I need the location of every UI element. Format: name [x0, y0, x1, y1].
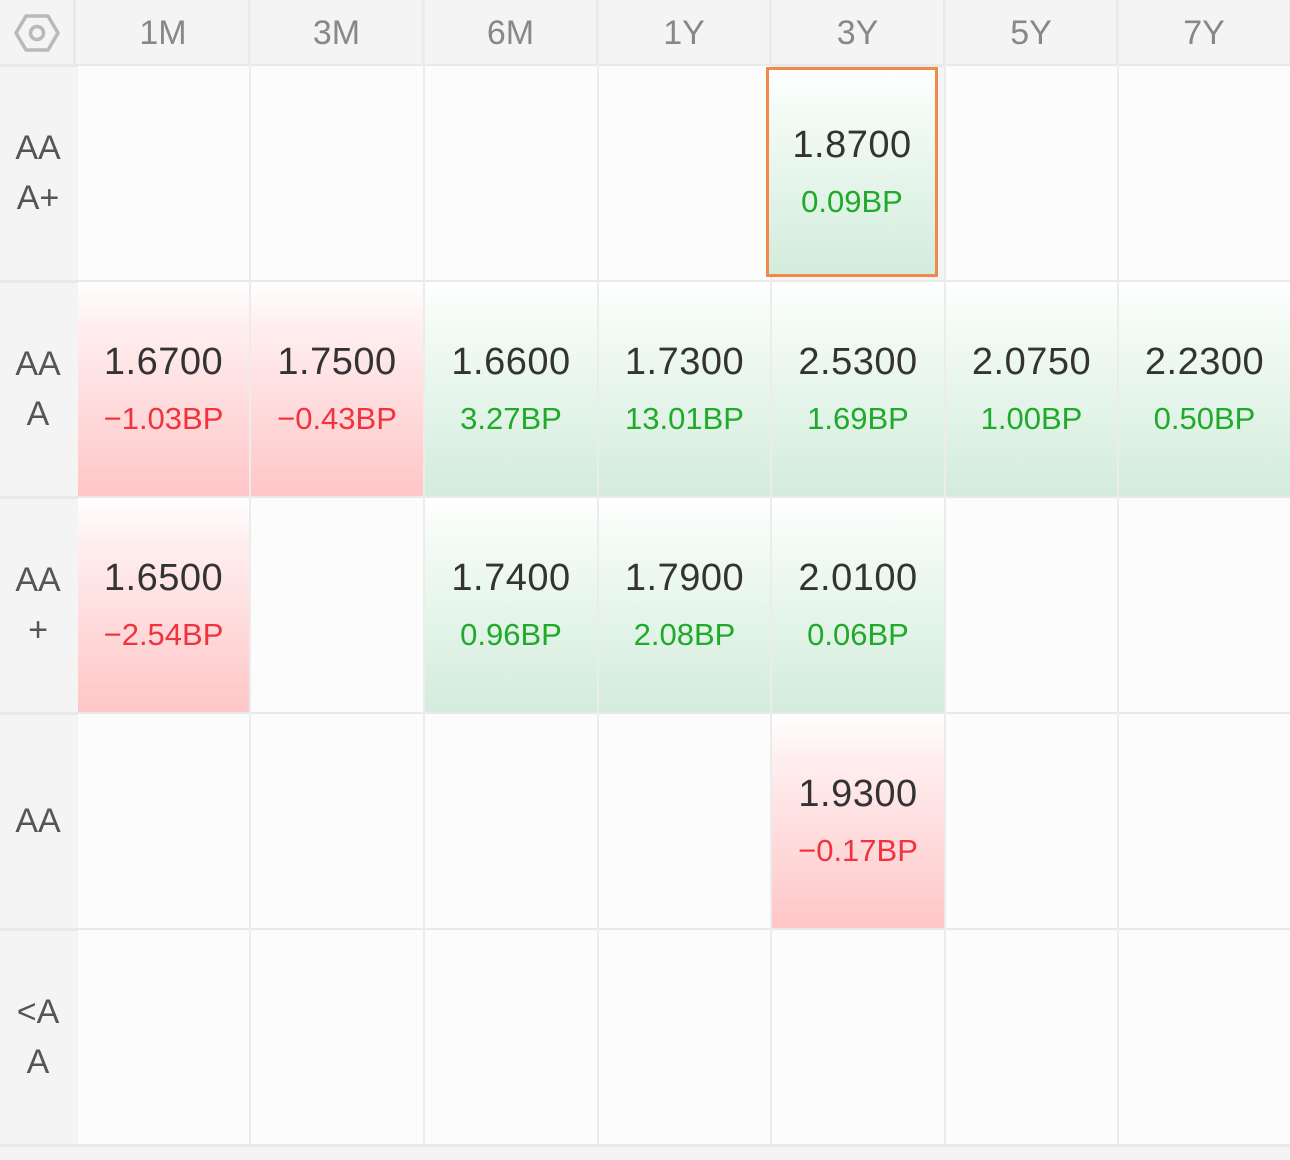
rate-change: 1.00BP — [980, 401, 1083, 436]
rate-change: 0.09BP — [801, 184, 903, 219]
rate-value: 1.8700 — [792, 124, 912, 166]
column-header-1m[interactable]: 1M — [78, 0, 251, 66]
rate-cell[interactable]: 1.9300 −0.17BP — [772, 714, 944, 928]
row-label[interactable]: AA A — [0, 283, 76, 495]
empty-cell[interactable] — [946, 930, 1117, 1144]
empty-cell[interactable] — [251, 714, 423, 928]
rate-cell[interactable]: 2.0750 1.00BP — [946, 282, 1117, 496]
rate-value: 2.0100 — [798, 557, 918, 599]
empty-cell[interactable] — [78, 714, 249, 928]
row-divider — [0, 64, 1290, 67]
empty-cell[interactable] — [251, 498, 423, 712]
rate-change: −0.17BP — [798, 833, 918, 868]
rate-value: 1.6700 — [103, 341, 224, 383]
column-header-7y[interactable]: 7Y — [1119, 0, 1290, 66]
empty-cell[interactable] — [599, 66, 770, 280]
row-label[interactable]: AA + — [0, 499, 76, 711]
row-label[interactable]: AA A+ — [0, 67, 76, 279]
settings-icon[interactable] — [0, 0, 76, 66]
rate-value: 1.7400 — [451, 557, 571, 599]
empty-cell[interactable] — [251, 66, 423, 280]
rate-value: 1.6600 — [451, 341, 571, 383]
rate-value: 1.9300 — [798, 773, 918, 815]
row-label[interactable]: AA — [0, 715, 76, 927]
rate-value: 1.7900 — [624, 557, 745, 599]
rate-cell[interactable]: 1.6500 −2.54BP — [78, 498, 249, 712]
empty-cell[interactable] — [425, 714, 597, 928]
row-divider — [0, 928, 1290, 931]
rate-cell[interactable]: 1.6600 3.27BP — [425, 282, 597, 496]
column-header-5y[interactable]: 5Y — [946, 0, 1119, 66]
empty-cell[interactable] — [946, 714, 1117, 928]
empty-cell[interactable] — [946, 66, 1117, 280]
column-header-6m[interactable]: 6M — [425, 0, 599, 66]
rate-cell[interactable]: 1.7500 −0.43BP — [251, 282, 423, 496]
rate-change: 1.69BP — [807, 401, 909, 436]
rate-cell[interactable]: 2.5300 1.69BP — [772, 282, 944, 496]
empty-cell[interactable] — [1119, 66, 1290, 280]
column-header-3y[interactable]: 3Y — [772, 0, 946, 66]
row-divider — [0, 712, 1290, 715]
empty-cell[interactable] — [946, 498, 1117, 712]
rate-cell[interactable]: 1.7900 2.08BP — [599, 498, 770, 712]
empty-cell[interactable] — [1119, 498, 1290, 712]
rate-change: 0.96BP — [460, 617, 562, 652]
rate-value: 2.5300 — [798, 341, 918, 383]
empty-cell[interactable] — [1119, 930, 1290, 1144]
rate-cell[interactable]: 1.7300 13.01BP — [599, 282, 770, 496]
rate-cell[interactable]: 1.8700 0.09BP — [766, 67, 938, 277]
rate-change: −0.43BP — [277, 401, 397, 436]
empty-cell[interactable] — [1119, 714, 1290, 928]
rate-value: 1.7300 — [624, 341, 745, 383]
row-divider — [0, 1144, 1290, 1147]
rate-cell[interactable]: 1.7400 0.96BP — [425, 498, 597, 712]
row-divider — [0, 496, 1290, 499]
column-header-3m[interactable]: 3M — [251, 0, 425, 66]
empty-cell[interactable] — [425, 930, 597, 1144]
empty-cell[interactable] — [78, 930, 249, 1144]
empty-cell[interactable] — [599, 930, 770, 1144]
row-label[interactable]: <A A — [0, 931, 76, 1143]
rate-change: −1.03BP — [103, 401, 224, 436]
rate-value: 2.2300 — [1144, 341, 1265, 383]
empty-cell[interactable] — [78, 66, 249, 280]
rate-value: 2.0750 — [971, 341, 1092, 383]
rate-change: 3.27BP — [460, 401, 562, 436]
rate-change: 0.50BP — [1153, 401, 1256, 436]
empty-cell[interactable] — [772, 930, 944, 1144]
rate-change: 13.01BP — [625, 401, 744, 436]
empty-cell[interactable] — [599, 714, 770, 928]
row-divider — [0, 280, 1290, 283]
rate-value: 1.6500 — [103, 557, 224, 599]
rate-value: 1.7500 — [277, 341, 397, 383]
rate-change: −2.54BP — [103, 617, 224, 652]
rate-cell[interactable]: 1.6700 −1.03BP — [78, 282, 249, 496]
empty-cell[interactable] — [425, 66, 597, 280]
column-header-1y[interactable]: 1Y — [599, 0, 772, 66]
rate-cell[interactable]: 2.0100 0.06BP — [772, 498, 944, 712]
rate-change: 2.08BP — [633, 617, 736, 652]
rate-change: 0.06BP — [807, 617, 909, 652]
hexagon-settings-icon — [13, 14, 60, 52]
empty-cell[interactable] — [251, 930, 423, 1144]
rate-cell[interactable]: 2.2300 0.50BP — [1119, 282, 1290, 496]
